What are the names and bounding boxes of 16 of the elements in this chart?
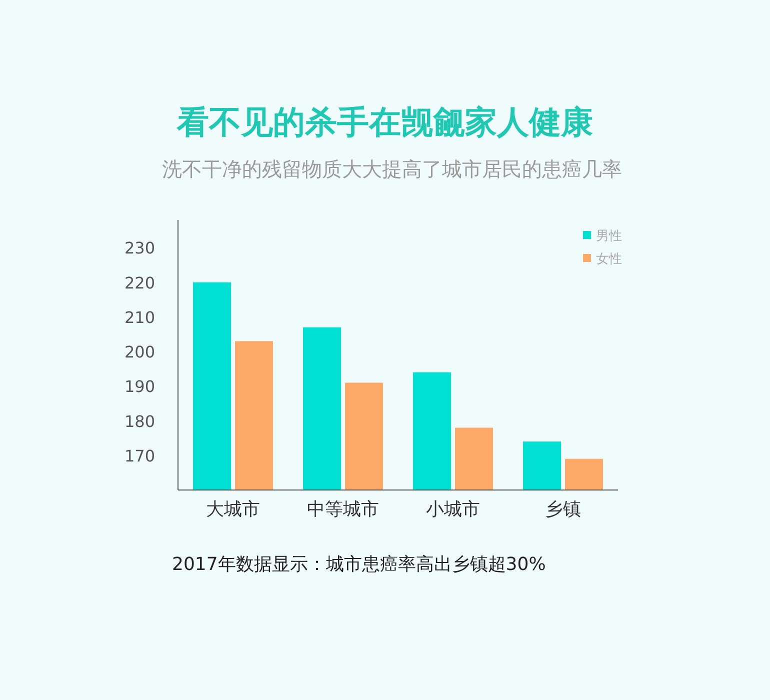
chart-title: 看不见的杀手在觊觎家人健康 [176,103,593,141]
legend-label: 男性 [596,229,622,244]
legend-label: 女性 [596,252,622,267]
y-tick-label: 200 [124,342,155,362]
x-tick-label: 大城市 [206,499,260,520]
x-tick-label: 乡镇 [545,499,581,520]
y-tick-label: 170 [124,446,155,466]
chart-subtitle: 洗不干净的残留物质大大提高了城市居民的患癌几率 [162,157,622,181]
y-tick-label: 190 [124,377,155,396]
x-tick-label: 中等城市 [307,499,379,520]
y-tick-label: 210 [124,308,155,327]
y-tick-label: 180 [124,412,155,431]
text: 2017年数据显示：城市患癌率高出乡镇超30% [172,554,546,575]
x-tick-label: 小城市 [426,499,480,520]
y-tick-label: 220 [124,273,155,292]
y-tick-label: 230 [124,238,155,258]
